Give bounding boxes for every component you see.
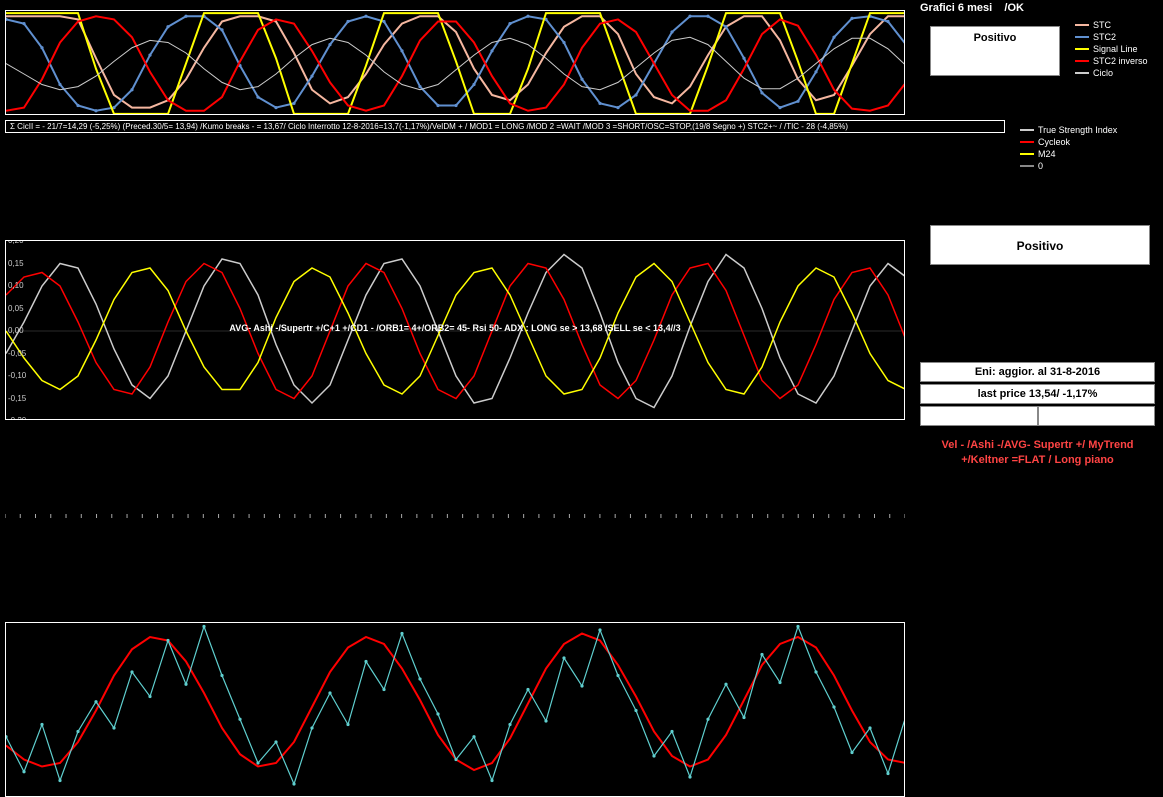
panel-3-chart <box>5 622 905 797</box>
legend-item: M24 <box>1020 149 1160 159</box>
legend-item: STC <box>1075 20 1160 30</box>
panel-1-status-box: Positivo <box>930 26 1060 76</box>
middle-title-bar: Σ CicII = - 21/7=14,29 (-5,25%) (Preced.… <box>5 120 1005 133</box>
legend-item: True Strength Index <box>1020 125 1160 135</box>
legend-item: 0 <box>1020 161 1160 171</box>
legend-item: Signal Line <box>1075 44 1160 54</box>
panel-3-xtick-row <box>5 514 905 520</box>
panel-2-status-box: Positivo <box>930 225 1150 265</box>
panel-2-legend: True Strength Index Cycleok M24 0 <box>1020 125 1160 173</box>
info-last-price: last price 13,54/ -1,17% <box>920 384 1155 404</box>
panel-3-title: AVG- Ashi -/Supertr +/C+1 +/CD1 - /ORB1=… <box>5 323 905 333</box>
info-signal: Signal2 + <box>1038 406 1156 426</box>
legend-item: Ciclo <box>1075 68 1160 78</box>
panel-1-legend: STC STC2 Signal Line STC2 inverso Ciclo <box>1075 20 1160 80</box>
info-dsi: DSI(<0)+ - / MyTrend + <box>920 406 1038 426</box>
legend-item: STC2 <box>1075 32 1160 42</box>
info-panel: Eni: aggior. al 31-8-2016 last price 13,… <box>920 362 1155 469</box>
info-bottom-text: Vel - /Ashi -/AVG- Supertr +/ MyTrend +/… <box>920 438 1155 469</box>
legend-item: STC2 inverso <box>1075 56 1160 66</box>
panel-1-chart <box>5 10 905 115</box>
legend-item: Cycleok <box>1020 137 1160 147</box>
info-row-signals: DSI(<0)+ - / MyTrend + Signal2 + <box>920 406 1155 426</box>
header-title: Grafici 6 mesi /OK <box>920 2 1100 14</box>
info-header: Eni: aggior. al 31-8-2016 <box>920 362 1155 382</box>
